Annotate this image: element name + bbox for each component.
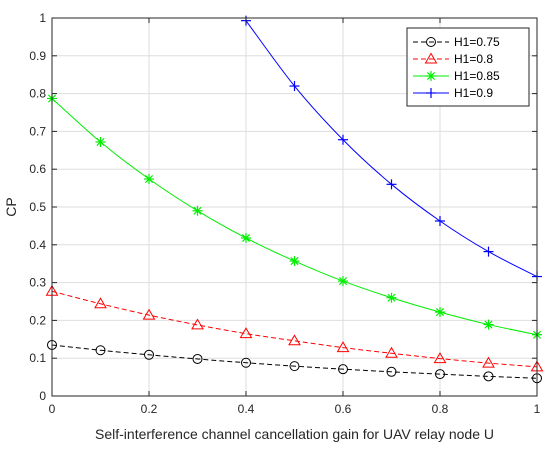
x-tick-label: 0.4 bbox=[238, 402, 255, 416]
triangle-marker bbox=[482, 356, 495, 368]
legend-label-2: H1=0.8 bbox=[454, 52, 493, 66]
legend-marker-4 bbox=[426, 88, 436, 98]
data-point-series-4 bbox=[289, 81, 300, 92]
legend-label-1: H1=0.75 bbox=[454, 35, 500, 49]
data-point-series-4 bbox=[435, 215, 445, 226]
asterisk-stroke bbox=[435, 308, 445, 317]
asterisk-stroke bbox=[241, 233, 251, 243]
data-point-series-2 bbox=[336, 341, 350, 353]
y-tick-label: 0 bbox=[39, 389, 46, 403]
data-point-series-3 bbox=[435, 307, 445, 318]
data-point-series-3 bbox=[483, 319, 494, 330]
triangle-marker bbox=[433, 352, 447, 364]
asterisk-stroke bbox=[387, 293, 396, 302]
x-axis-title: Self-interference channel cancellation g… bbox=[95, 426, 494, 442]
data-point-series-1 bbox=[483, 371, 494, 382]
data-point-series-3 bbox=[386, 292, 397, 303]
data-point-series-2 bbox=[288, 334, 301, 346]
data-point-series-1 bbox=[192, 353, 203, 364]
asterisk-stroke bbox=[96, 137, 105, 147]
series-line-2 bbox=[51, 290, 538, 368]
data-point-series-1 bbox=[338, 364, 348, 375]
data-point-series-3 bbox=[95, 136, 106, 147]
x-tick-label: 0.6 bbox=[335, 402, 352, 416]
y-tick-label: 0.5 bbox=[29, 200, 46, 214]
asterisk-stroke bbox=[193, 206, 202, 215]
triangle-marker bbox=[424, 52, 438, 64]
triangle-marker bbox=[288, 334, 301, 346]
data-point-series-1 bbox=[144, 349, 154, 360]
y-tick-label: 1 bbox=[39, 11, 46, 25]
asterisk-stroke bbox=[426, 71, 436, 81]
data-point-series-1 bbox=[241, 357, 251, 368]
x-tick-label: 0.8 bbox=[432, 402, 449, 416]
circle-marker bbox=[95, 345, 106, 356]
asterisk-stroke bbox=[484, 320, 493, 329]
circle-marker bbox=[241, 357, 251, 368]
data-point-series-2 bbox=[191, 318, 204, 330]
y-axis-title: CP bbox=[3, 197, 19, 216]
triangle-marker bbox=[385, 346, 398, 358]
circle-marker bbox=[435, 369, 445, 380]
asterisk-stroke bbox=[338, 277, 348, 286]
data-point-series-3 bbox=[289, 256, 300, 267]
circle-marker bbox=[192, 353, 203, 364]
data-point-series-4 bbox=[386, 179, 397, 190]
data-point-series-3 bbox=[338, 276, 348, 287]
legend-marker-2 bbox=[424, 52, 438, 64]
x-tick-label: 0 bbox=[49, 402, 56, 416]
triangle-marker bbox=[239, 327, 253, 339]
triangle-marker bbox=[142, 308, 156, 320]
data-point-series-2 bbox=[433, 352, 447, 364]
x-tick-label: 0.2 bbox=[141, 402, 158, 416]
triangle-marker bbox=[94, 297, 107, 309]
circle-marker bbox=[483, 371, 494, 382]
legend-marker-3 bbox=[426, 71, 436, 81]
triangle-marker bbox=[191, 318, 204, 330]
circle-marker bbox=[144, 349, 154, 360]
data-point-series-3 bbox=[241, 232, 251, 243]
triangle-marker bbox=[336, 341, 350, 353]
y-tick-label: 0.1 bbox=[29, 351, 46, 365]
x-tick-label: 1 bbox=[534, 402, 541, 416]
y-tick-label: 0.7 bbox=[29, 124, 46, 138]
y-tick-label: 0.4 bbox=[29, 238, 46, 252]
data-point-series-2 bbox=[94, 297, 107, 309]
y-tick-label: 0.2 bbox=[29, 313, 46, 327]
data-point-series-2 bbox=[385, 346, 398, 358]
circle-marker bbox=[338, 364, 348, 375]
data-point-series-1 bbox=[95, 345, 106, 356]
data-point-series-1 bbox=[289, 361, 300, 372]
legend-box bbox=[406, 27, 530, 107]
data-point-series-3 bbox=[144, 174, 154, 185]
legend: H1=0.75 H1=0.8 H1=0.85 H1=0.9 bbox=[406, 27, 530, 107]
legend-label-4: H1=0.9 bbox=[454, 86, 493, 100]
circle-marker bbox=[289, 361, 300, 372]
legend-label-3: H1=0.85 bbox=[454, 69, 500, 83]
data-point-series-3 bbox=[192, 205, 203, 216]
y-tick-label: 0.6 bbox=[29, 162, 46, 176]
data-point-series-4 bbox=[338, 134, 348, 145]
y-tick-label: 0.9 bbox=[29, 49, 46, 63]
circle-marker bbox=[426, 37, 436, 47]
series-line-1 bbox=[51, 344, 538, 379]
data-point-series-2 bbox=[239, 327, 253, 339]
data-point-series-2 bbox=[142, 308, 156, 320]
data-point-series-1 bbox=[386, 366, 397, 377]
data-point-series-2 bbox=[482, 356, 495, 368]
data-point-series-1 bbox=[435, 369, 445, 380]
grid bbox=[51, 17, 538, 397]
data-point-series-4 bbox=[483, 246, 494, 257]
axis-ticks: 0 0.2 0.4 0.6 0.8 1 0 0.1 0.2 0.3 0.4 0.5 0.6 0.7 0.8 0… bbox=[29, 11, 540, 416]
legend-marker-1 bbox=[426, 37, 436, 47]
asterisk-stroke bbox=[290, 257, 299, 266]
circle-marker bbox=[386, 366, 397, 377]
asterisk-stroke bbox=[144, 175, 154, 184]
y-tick-label: 0.8 bbox=[29, 87, 46, 101]
y-tick-label: 0.3 bbox=[29, 276, 46, 290]
